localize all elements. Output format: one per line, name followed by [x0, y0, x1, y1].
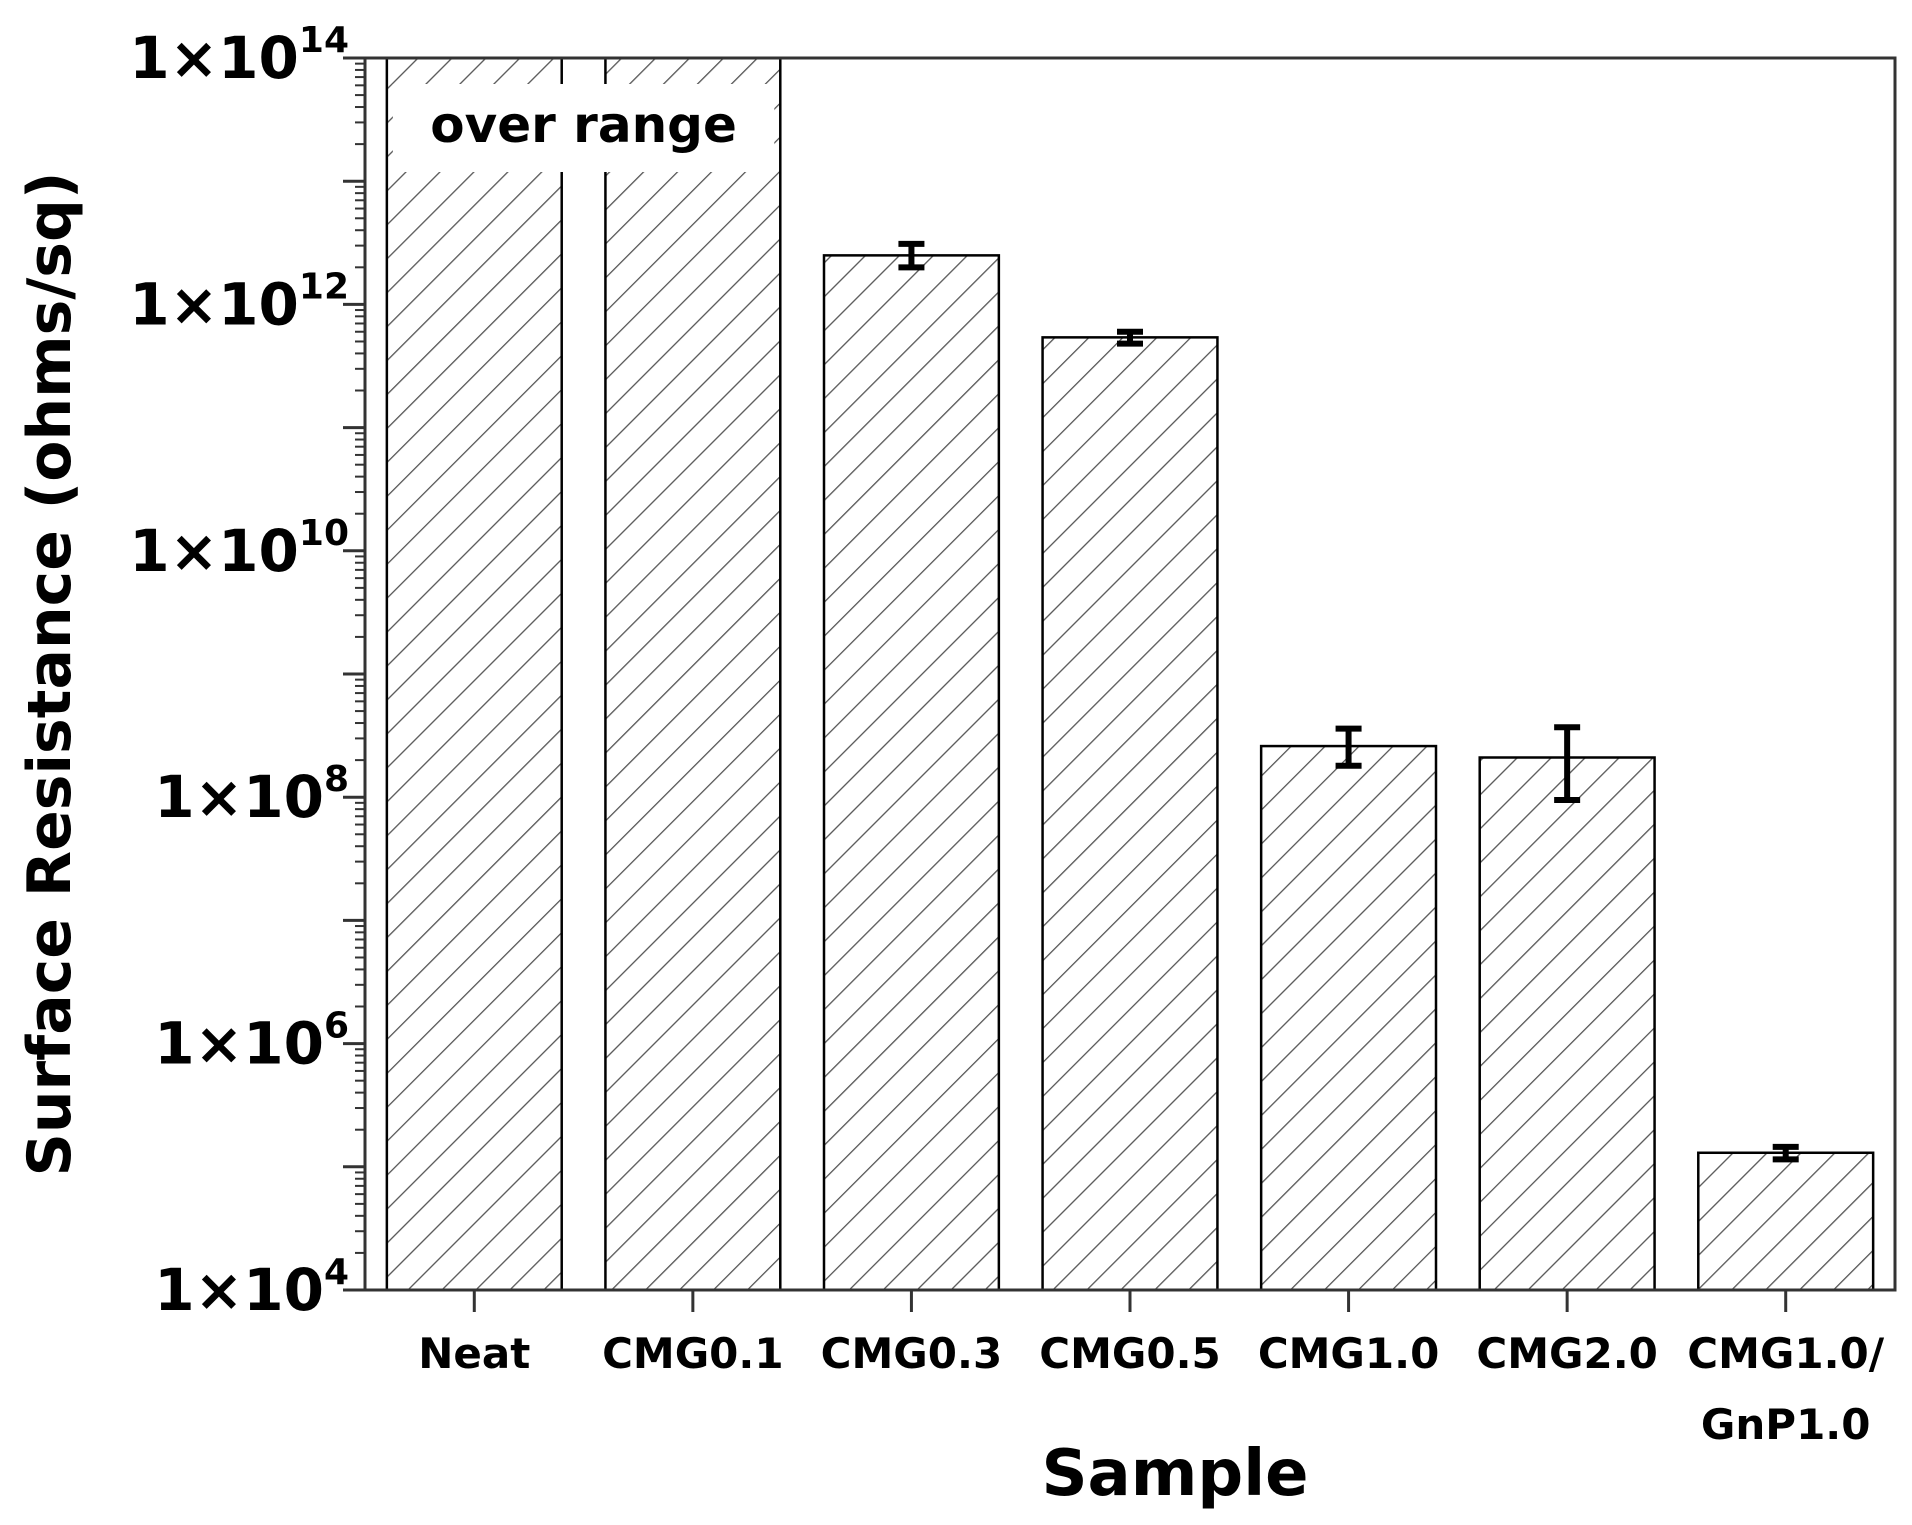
- y-tick-exponent: 4: [324, 1252, 349, 1293]
- x-tick-label-1: CMG0.1: [602, 1329, 784, 1378]
- x-tick-label-0: Neat: [418, 1329, 530, 1378]
- y-axis-title: Surface Resistance (ohms/sq): [15, 172, 85, 1177]
- annotation-background: [392, 84, 775, 172]
- y-tick-mantissa: 1×10: [154, 1010, 324, 1078]
- bar-5: [1478, 756, 1656, 1292]
- error-bars: [898, 240, 1799, 1163]
- x-axis-title: Sample: [1041, 1437, 1308, 1511]
- x-tick-label-5: CMG2.0: [1476, 1329, 1658, 1378]
- y-tick-exponent: 14: [299, 20, 349, 61]
- y-tick-exponent: 6: [324, 1006, 349, 1047]
- y-tick-exponent: 10: [299, 513, 349, 554]
- y-tick-label-1: 1×106: [154, 1006, 349, 1078]
- bar-3: [1041, 336, 1219, 1292]
- y-tick-mantissa: 1×10: [129, 24, 299, 92]
- bars: [385, 56, 1875, 1292]
- bar-6: [1697, 1151, 1875, 1292]
- y-tick-label-5: 1×1014: [129, 20, 349, 92]
- over-range-annotation: over range: [430, 96, 737, 154]
- bar-4: [1259, 744, 1438, 1292]
- x-tick-label-6: GnP1.0: [1701, 1400, 1871, 1449]
- y-tick-label-3: 1×1010: [129, 513, 349, 585]
- x-tick-label-6: CMG1.0/: [1687, 1329, 1884, 1378]
- x-tick-label-3: CMG0.5: [1039, 1329, 1221, 1378]
- y-tick-label-4: 1×1012: [129, 266, 349, 338]
- x-tick-label-2: CMG0.3: [821, 1329, 1003, 1378]
- y-tick-mantissa: 1×10: [129, 270, 299, 338]
- y-tick-mantissa: 1×10: [154, 1256, 324, 1324]
- y-tick-label-0: 1×104: [154, 1252, 349, 1324]
- y-tick-mantissa: 1×10: [129, 517, 299, 585]
- x-axis: Neat CMG0.1 CMG0.3 CMG0.5 CMG1.0 CMG2.0 CMG1.0…: [418, 1290, 1885, 1449]
- y-tick-mantissa: 1×10: [154, 763, 324, 831]
- annotation-layer: over range: [392, 84, 775, 172]
- bar-1: [604, 56, 782, 1292]
- x-tick-label-4: CMG1.0: [1258, 1329, 1440, 1378]
- y-tick-label-2: 1×108: [154, 759, 349, 831]
- y-tick-exponent: 12: [299, 266, 349, 307]
- y-tick-exponent: 8: [324, 759, 349, 800]
- bar-0: [385, 56, 563, 1292]
- bar-2: [822, 254, 1001, 1292]
